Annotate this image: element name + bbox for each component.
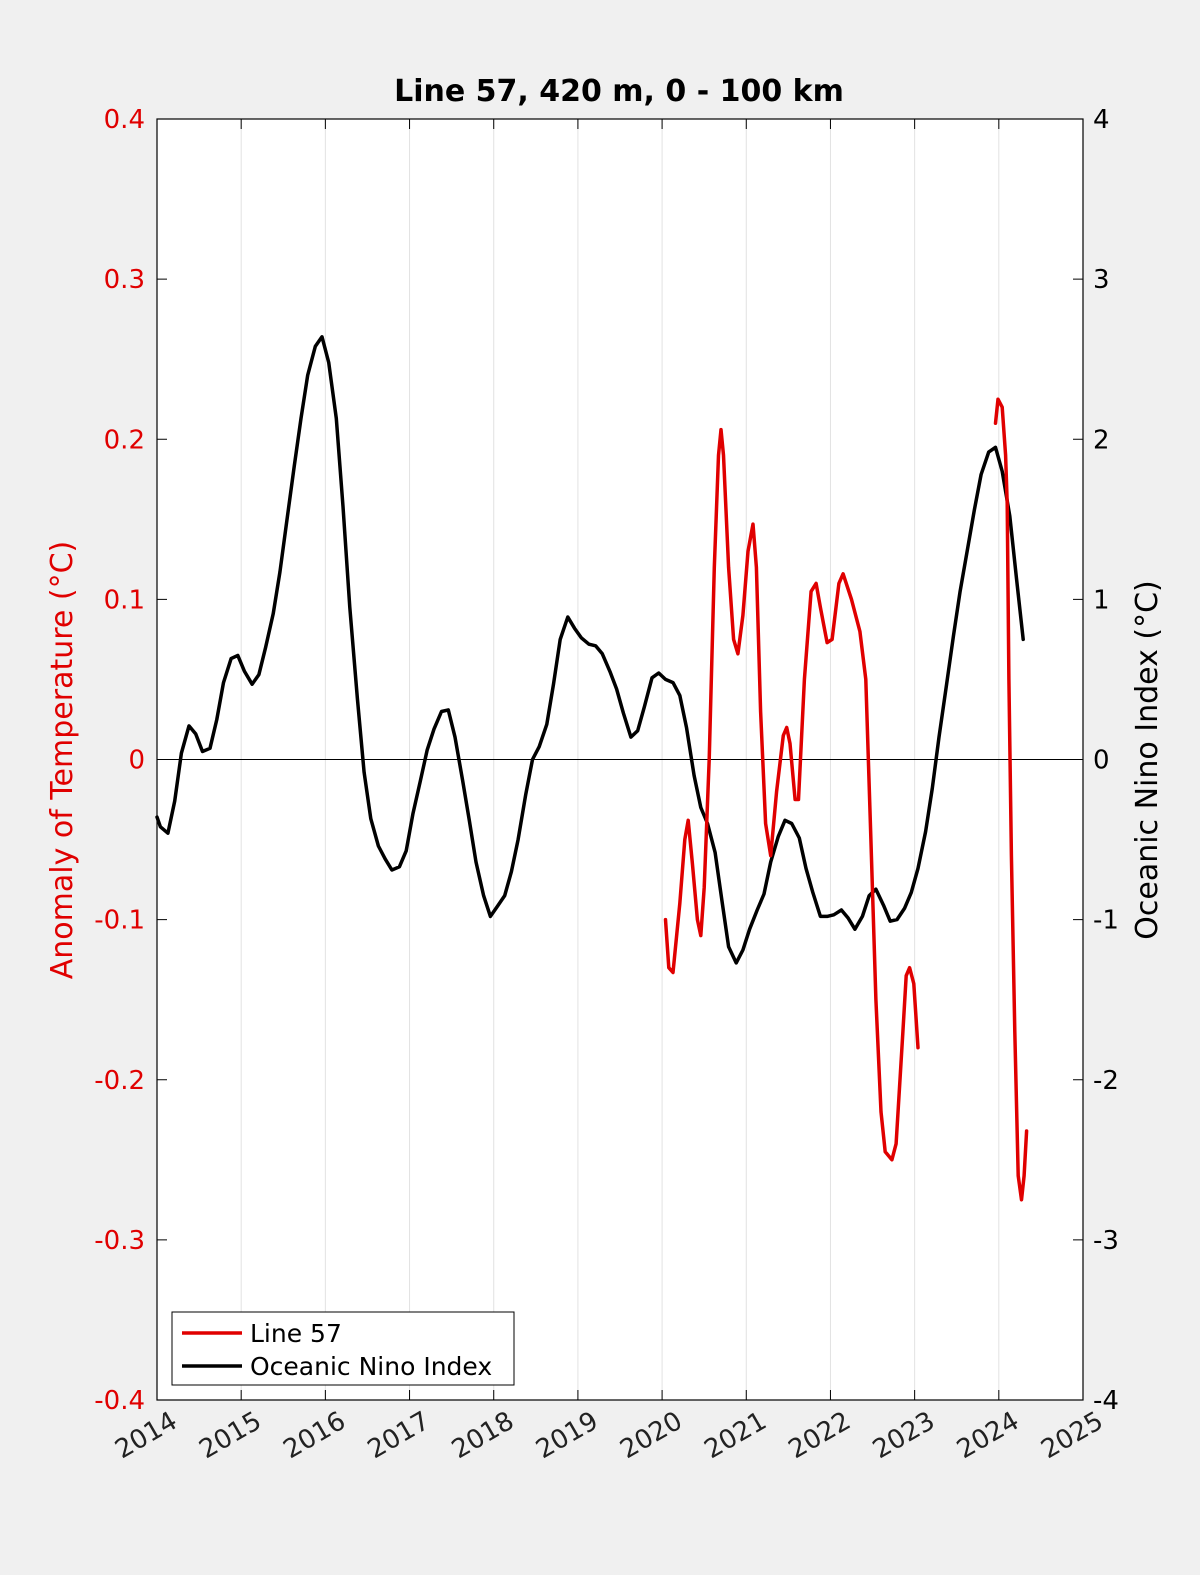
x-tick-label: 2022 (784, 1406, 856, 1465)
y-left-axis-label: Anomaly of Temperature (°C) (45, 541, 80, 980)
x-tick-label: 2017 (363, 1406, 435, 1465)
series-oceanic-nino-index (155, 335, 1025, 965)
y-right-tick-label: 1 (1093, 585, 1110, 615)
series-line-57-segment-2 (993, 397, 1029, 1202)
y-left-tick-label: -0.3 (94, 1226, 145, 1256)
x-tick-label: 2018 (447, 1406, 519, 1465)
y-right-tick-label: -3 (1093, 1226, 1119, 1256)
y-right-tick-label: -1 (1093, 906, 1119, 936)
legend: Line 57 Oceanic Nino Index (171, 1311, 515, 1386)
y-right-tick-label: 0 (1093, 746, 1110, 776)
y-right-tick-label: 4 (1093, 105, 1110, 135)
series-layer (155, 335, 1029, 1202)
y-left-tick-label: 0.4 (104, 105, 145, 135)
x-tick-label: 2019 (531, 1406, 603, 1465)
x-tick-label: 2023 (868, 1406, 940, 1465)
x-tick-label: 2025 (1036, 1406, 1108, 1465)
y-right-ticks: 4 3 2 1 0 -1 -2 -3 -4 (1073, 105, 1119, 1416)
x-tick-label: 2016 (279, 1406, 351, 1465)
legend-label-line57: Line 57 (250, 1319, 342, 1348)
legend-label-oni: Oceanic Nino Index (250, 1352, 492, 1381)
chart-title: Line 57, 420 m, 0 - 100 km (394, 74, 844, 109)
series-line-57-segment-1 (663, 427, 920, 1162)
y-left-tick-label: -0.2 (94, 1066, 145, 1096)
y-left-tick-label: 0.3 (104, 265, 145, 295)
legend-box (171, 1311, 515, 1386)
y-right-axis-label: Oceanic Nino Index (°C) (1130, 580, 1165, 940)
y-right-tick-label: 3 (1093, 265, 1110, 295)
y-left-tick-label: 0.1 (104, 585, 145, 615)
y-left-tick-label: -0.1 (94, 906, 145, 936)
x-tick-label: 2024 (952, 1406, 1024, 1465)
x-tick-label: 2021 (699, 1406, 771, 1465)
y-left-tick-label: -0.4 (94, 1386, 145, 1416)
y-right-tick-label: 2 (1093, 425, 1110, 455)
y-right-tick-label: -4 (1093, 1386, 1119, 1416)
x-tick-label: 2020 (615, 1406, 687, 1465)
y-right-tick-label: -2 (1093, 1066, 1119, 1096)
y-left-tick-label: 0 (128, 746, 145, 776)
x-tick-label: 2015 (194, 1406, 266, 1465)
y-left-ticks: 0.4 0.3 0.2 0.1 0 -0.1 -0.2 -0.3 -0.4 (94, 105, 167, 1416)
y-left-tick-label: 0.2 (104, 425, 145, 455)
